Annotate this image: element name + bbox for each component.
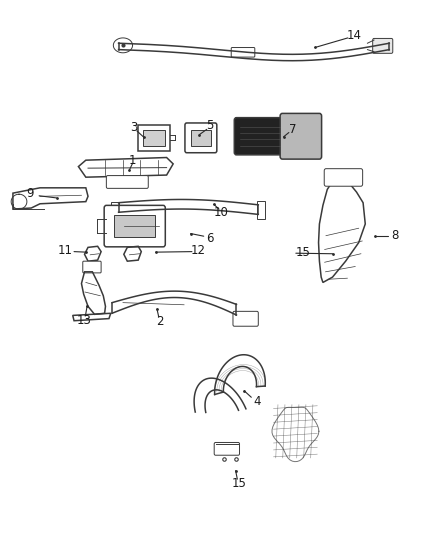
Text: 15: 15 (295, 246, 310, 259)
FancyBboxPatch shape (104, 205, 165, 247)
Text: 11: 11 (58, 244, 73, 257)
FancyBboxPatch shape (373, 38, 393, 53)
FancyBboxPatch shape (185, 123, 217, 153)
Text: 3: 3 (130, 120, 138, 134)
Text: 7: 7 (289, 123, 296, 136)
FancyBboxPatch shape (231, 47, 255, 57)
Text: 14: 14 (347, 29, 362, 42)
FancyBboxPatch shape (280, 114, 321, 159)
FancyBboxPatch shape (83, 261, 101, 273)
Text: 1: 1 (129, 154, 136, 167)
FancyBboxPatch shape (191, 130, 211, 146)
Text: 9: 9 (27, 187, 34, 200)
FancyBboxPatch shape (258, 200, 265, 219)
FancyBboxPatch shape (234, 118, 287, 155)
FancyBboxPatch shape (111, 201, 119, 214)
Text: 12: 12 (191, 244, 205, 257)
Text: 15: 15 (231, 477, 246, 490)
Text: 4: 4 (254, 395, 261, 408)
Text: 2: 2 (156, 316, 164, 328)
Text: 10: 10 (214, 206, 229, 219)
FancyBboxPatch shape (233, 311, 258, 326)
FancyBboxPatch shape (114, 215, 155, 237)
Text: 8: 8 (391, 229, 398, 242)
FancyBboxPatch shape (214, 442, 240, 455)
FancyBboxPatch shape (106, 175, 148, 188)
FancyBboxPatch shape (324, 168, 363, 186)
Text: 5: 5 (206, 119, 213, 132)
FancyBboxPatch shape (138, 125, 170, 151)
Text: 6: 6 (206, 232, 213, 245)
Text: 13: 13 (77, 314, 92, 327)
FancyBboxPatch shape (143, 130, 165, 146)
